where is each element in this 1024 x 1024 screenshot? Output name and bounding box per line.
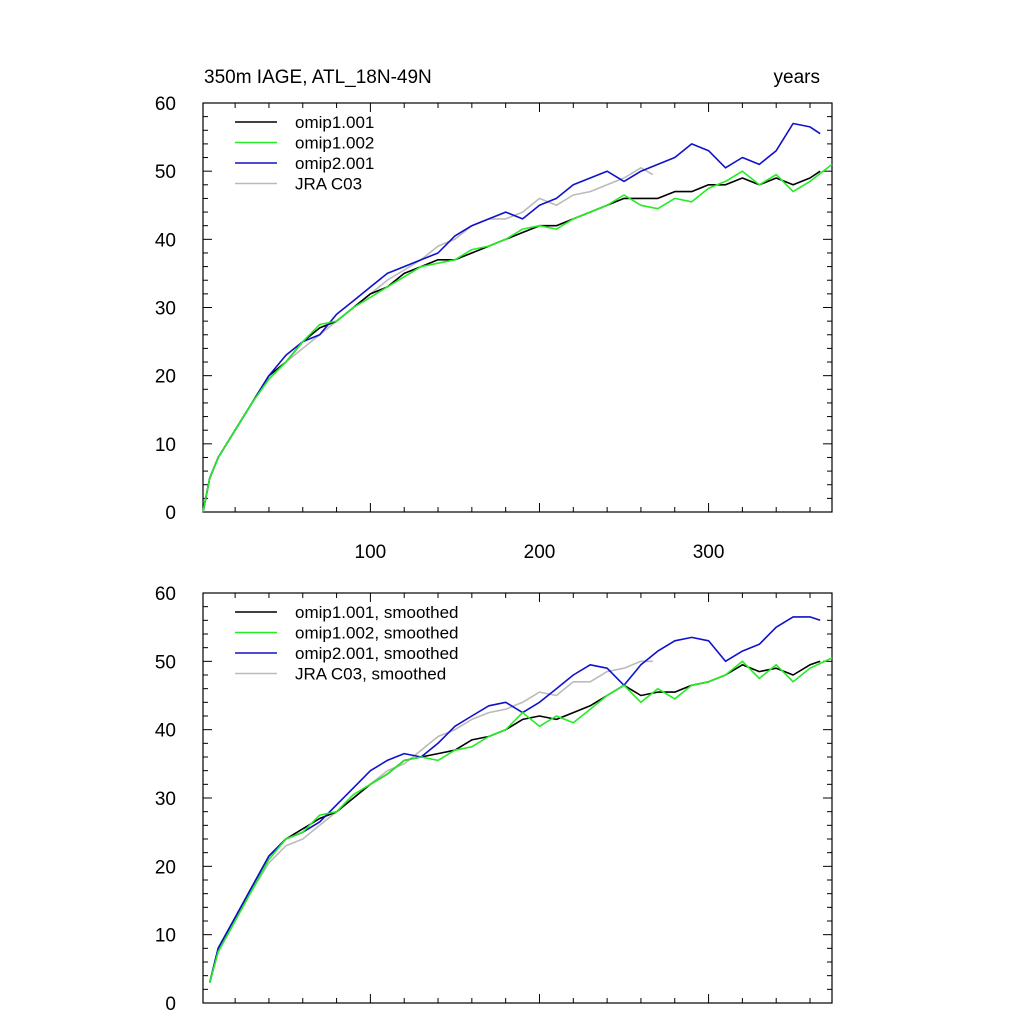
series-line-jra-c03-smoothed xyxy=(209,660,653,983)
legend-label: omip2.001, smoothed xyxy=(295,644,459,663)
series-line-omip1-002 xyxy=(202,163,833,513)
legend-label: omip1.001 xyxy=(295,113,374,132)
y-tick-label: 40 xyxy=(155,230,176,251)
x-tick-label: 200 xyxy=(524,542,556,563)
top-panel: 0 10 20 30 40 50 60 100 200 300 omip1.001 omip1.002… xyxy=(155,94,833,563)
units-label: years xyxy=(774,67,820,88)
y-tick-label: 60 xyxy=(155,584,176,605)
y-tick-label: 10 xyxy=(155,926,176,947)
y-tick-label: 50 xyxy=(155,652,176,673)
y-tick-label: 50 xyxy=(155,162,176,183)
legend-label: JRA C03, smoothed xyxy=(295,665,446,684)
chart-title: 350m IAGE, ATL_18N-49N xyxy=(204,67,432,88)
x-tick-label: 100 xyxy=(355,542,387,563)
y-tick-label: 30 xyxy=(155,299,176,320)
y-tick-label: 20 xyxy=(155,857,176,878)
legend-label: omip2.001 xyxy=(295,154,374,173)
y-tick-label: 0 xyxy=(165,994,176,1015)
legend-label: omip1.001, smoothed xyxy=(295,603,459,622)
y-tick-label: 20 xyxy=(155,367,176,388)
bottom-panel: 0 10 20 30 40 50 60 omip1.001, smoothed omip1.00… xyxy=(155,584,833,1015)
y-tick-label: 60 xyxy=(155,94,176,115)
y-tick-label: 10 xyxy=(155,435,176,456)
x-tick-label: 300 xyxy=(693,542,725,563)
y-tick-label: 30 xyxy=(155,789,176,810)
y-tick-label: 40 xyxy=(155,721,176,742)
y-tick-label: 0 xyxy=(165,503,176,524)
legend-label: omip1.002 xyxy=(295,134,374,153)
legend-label: omip1.002, smoothed xyxy=(295,624,459,643)
series-line-omip2-001 xyxy=(202,122,821,513)
series-line-omip1-002-smoothed xyxy=(209,657,833,983)
legend-label: JRA C03 xyxy=(295,175,362,194)
